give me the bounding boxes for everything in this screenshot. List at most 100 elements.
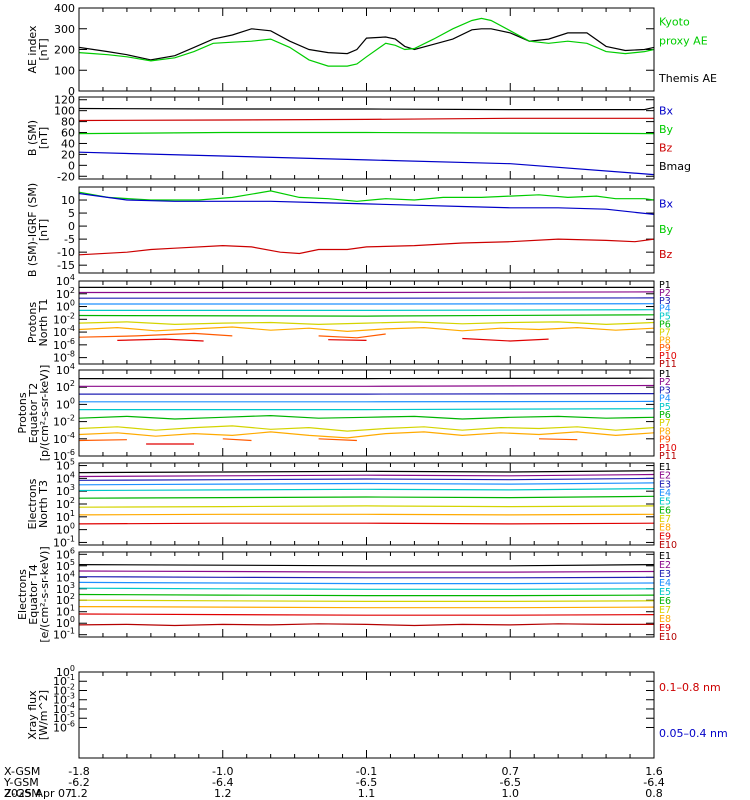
footer-value: 6.8 [645,798,663,800]
y-axis-label: [p/(cm²-s-sr-keV)] [38,365,51,462]
legend-entry: E5 [659,587,671,598]
y-axis-label: B (SM) [26,120,39,156]
footer-row-label: Z-GSM [4,787,41,800]
series-line [79,309,654,311]
series-line [538,438,578,441]
y-tick-label: 10-6 [53,337,75,352]
series-line [79,425,654,432]
y-tick-label: 120 [54,94,75,107]
footer-row-label: MLT [4,798,25,800]
footer-value: 0.7 [502,765,520,778]
series-line [79,473,654,478]
y-axis-label: Equator T4 [27,564,40,624]
y-axis-label: B (SM)-IGRF (SM) [26,183,39,277]
series-line [79,238,654,256]
series-line [79,587,654,590]
y-tick-label: 10-5 [53,710,75,725]
y-tick-label: 60 [61,127,75,140]
legend-entry: P2 [659,288,671,299]
y-axis-label: Electrons [26,478,39,529]
legend-entry: E9 [659,531,671,542]
series-line [79,28,654,61]
footer-value: 1.6 [645,765,663,778]
series-line [79,623,654,627]
legend-entry: E10 [659,540,677,551]
legend-entry: P2 [659,377,671,388]
y-tick-label: 10-4 [53,324,75,339]
legend-entry: P5 [659,312,671,323]
y-tick-label: 100 [54,64,75,77]
series-line [79,151,654,176]
series-line [79,332,233,338]
footer-value: 0.8 [645,787,663,800]
series-line [79,576,654,579]
footer-value: 5.9 [358,798,376,800]
legend-entry: Kyoto [659,15,690,28]
y-tick-label: 0 [68,220,75,233]
footer-value: -1.8 [68,765,89,778]
y-tick-label: 100 [56,664,75,679]
series-line [79,613,654,616]
series-line [79,131,654,135]
series-line [79,488,654,492]
y-axis-label: [nT] [37,219,50,241]
footer-row-label: X-GSM [4,765,40,778]
legend-entry: Themis AE [658,72,717,85]
y-tick-label: 102 [56,286,75,301]
legend-entry: E7 [659,605,671,616]
y-axis-label: [W/m^2] [37,690,50,740]
legend-entry: E8 [659,523,671,534]
y-tick-label: 104 [56,273,75,288]
y-tick-label: 40 [61,137,75,150]
series-line [79,470,654,474]
y-tick-label: 103 [56,483,75,498]
y-tick-label: 102 [56,592,75,607]
series-line [328,339,367,341]
y-tick-label: 10-4 [53,701,75,716]
y-tick-label: 104 [56,470,75,485]
series-line [79,314,654,317]
footer-value: -6.5 [356,776,377,789]
y-axis-label: Protons [26,302,39,343]
series-line [79,106,654,111]
y-tick-label: 10-6 [53,719,75,734]
y-tick-label: 5 [68,207,75,220]
y-axis-label: North T3 [37,480,50,528]
legend-entry: E2 [659,560,671,571]
y-tick-label: 10-1 [53,534,75,549]
footer-value: -1.0 [212,765,233,778]
series-line [79,408,654,411]
legend-entry: E8 [659,614,671,625]
legend-entry: E6 [659,596,671,607]
footer-value: 4.9 [70,798,88,800]
legend-entry: E5 [659,497,671,508]
footer-value: -6.4 [643,776,664,789]
y-tick-label: 10-1 [53,627,75,642]
footer-value: -6.4 [212,776,233,789]
y-tick-label: 104 [56,569,75,584]
series-line [318,333,386,339]
legend-entry: E4 [659,578,671,589]
series-line [79,581,654,585]
series-line [79,522,654,525]
footer-value: -0.1 [356,765,377,778]
series-line [79,593,654,597]
footer-value: -6.5 [500,776,521,789]
series-line [79,439,127,442]
y-tick-label: 106 [56,546,75,561]
footer-value: 1.1 [358,787,376,800]
series-line [79,321,654,326]
series-line [79,192,654,215]
y-axis-label: North T1 [37,299,50,347]
y-tick-label: 0 [68,85,75,98]
legend-entry: E2 [659,471,671,482]
y-axis-label: Xray flux [26,690,39,740]
series-line [79,605,654,609]
y-tick-label: 10-2 [53,682,75,697]
legend-entry: P4 [659,304,671,315]
